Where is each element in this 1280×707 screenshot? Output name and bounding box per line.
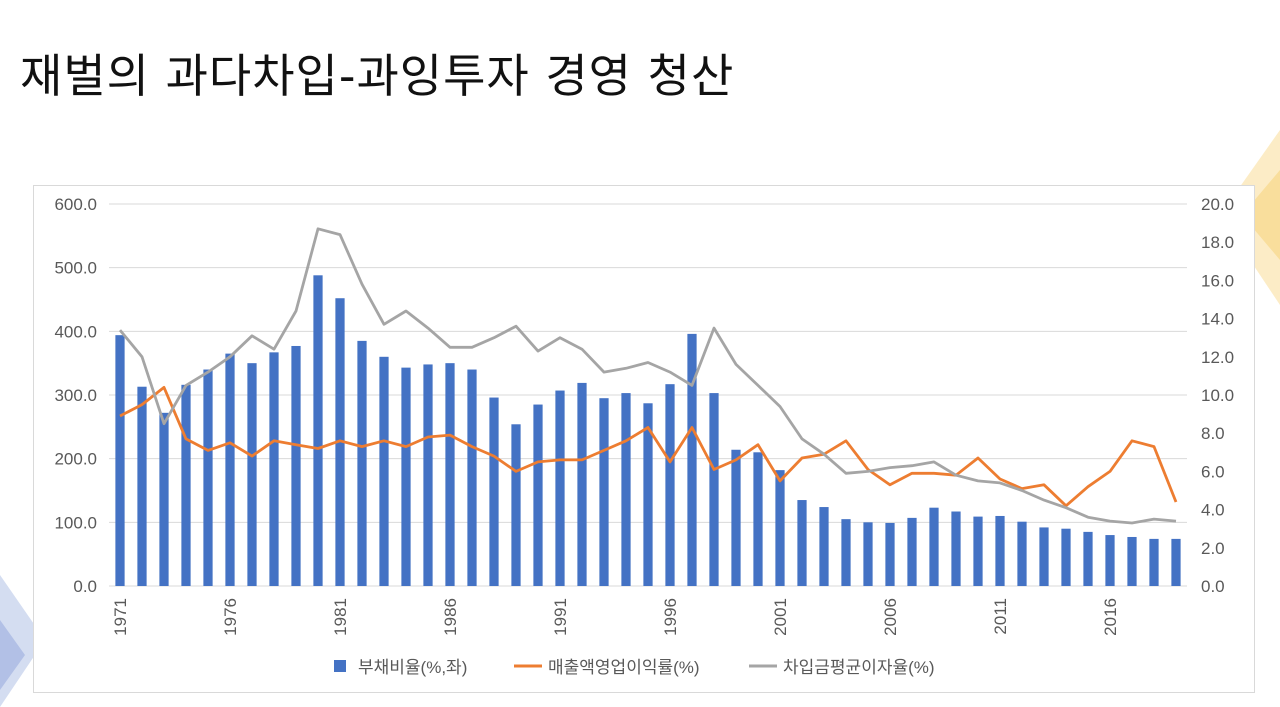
bar: [841, 519, 851, 586]
bar: [555, 390, 565, 586]
bar: [753, 452, 763, 586]
y-right-tick-label: 12.0: [1201, 348, 1234, 367]
y-right-tick-label: 10.0: [1201, 386, 1234, 405]
legend-label: 차입금평균이자율(%): [783, 658, 935, 677]
x-tick-label: 1971: [111, 598, 130, 636]
bar: [951, 511, 961, 586]
bar: [643, 403, 653, 586]
bar: [995, 515, 1005, 586]
bar: [709, 393, 719, 586]
bar: [599, 398, 609, 586]
bar: [819, 507, 829, 586]
bar: [1083, 531, 1093, 586]
bar: [159, 412, 169, 586]
bar: [1061, 528, 1071, 586]
bar: [1149, 538, 1159, 586]
y-right-tick-label: 14.0: [1201, 310, 1234, 329]
y-left-tick-label: 200.0: [54, 450, 97, 469]
x-tick-label: 1996: [661, 598, 680, 636]
bar: [731, 449, 741, 586]
y-left-tick-label: 600.0: [54, 195, 97, 214]
x-tick-label: 2001: [771, 598, 790, 636]
y-left-tick-label: 400.0: [54, 322, 97, 341]
bar: [687, 333, 697, 586]
y-left-tick-label: 300.0: [54, 386, 97, 405]
legend-label: 부채비율(%,좌): [358, 658, 467, 677]
bar: [115, 335, 125, 586]
bar: [137, 386, 147, 586]
bar: [621, 393, 631, 586]
bar: [1171, 538, 1181, 586]
x-tick-label: 1981: [331, 598, 350, 636]
bar: [291, 345, 301, 586]
legend-swatch-bar: [334, 660, 346, 672]
bar: [357, 340, 367, 586]
y-right-tick-label: 16.0: [1201, 271, 1234, 290]
bar: [665, 384, 675, 586]
bar: [533, 404, 543, 586]
bar: [863, 522, 873, 586]
bar: [247, 363, 257, 586]
x-tick-label: 2006: [881, 598, 900, 636]
bar: [181, 384, 191, 586]
deco-left-shape: [0, 575, 45, 707]
series-line-operating-margin: [119, 385, 1178, 508]
y-right-tick-label: 8.0: [1201, 424, 1225, 443]
y-right-tick-label: 2.0: [1201, 539, 1225, 558]
legend-label: 매출액영업이익률(%): [548, 658, 700, 677]
bar: [269, 352, 279, 586]
bar: [929, 507, 939, 586]
bar: [973, 516, 983, 586]
bar: [203, 369, 213, 586]
bar: [885, 522, 895, 586]
chart-frame: 0.0 100.0 200.0 300.0 400.0 500.0 600.0 0.0 2.0 4…: [33, 185, 1255, 693]
bar: [775, 470, 785, 586]
bar: [489, 397, 499, 586]
bar: [1039, 527, 1049, 586]
y-left-tick-label: 0.0: [73, 577, 97, 596]
bar: [313, 275, 323, 586]
x-tick-label: 1976: [221, 598, 240, 636]
bar: [577, 382, 587, 586]
bar: [1017, 521, 1027, 586]
chart-svg: 0.0 100.0 200.0 300.0 400.0 500.0 600.0 0.0 2.0 4…: [54, 195, 1234, 677]
y-right-tick-label: 6.0: [1201, 462, 1225, 481]
bar: [1105, 535, 1115, 586]
x-tick-label: 1986: [441, 598, 460, 636]
bar: [401, 367, 411, 586]
bar: [511, 424, 521, 586]
x-tick-label: 2011: [991, 598, 1010, 635]
y-right-tick-label: 18.0: [1201, 233, 1234, 252]
y-right-tick-label: 4.0: [1201, 501, 1225, 520]
x-tick-label: 2016: [1101, 598, 1120, 636]
bar: [225, 353, 235, 586]
y-right-tick-label: 0.0: [1201, 577, 1225, 596]
y-left-tick-label: 500.0: [54, 259, 97, 278]
slide-title: 재벌의 과다차입-과잉투자 경영 청산: [20, 49, 735, 103]
y-left-tick-label: 100.0: [54, 513, 97, 532]
series-line-interest-rate: [118, 227, 1177, 525]
y-right-tick-label: 20.0: [1201, 195, 1234, 214]
bar: [467, 369, 477, 586]
bar: [797, 500, 807, 586]
bar: [1127, 536, 1137, 586]
bar: [445, 363, 455, 586]
x-tick-label: 1991: [551, 598, 570, 636]
bar: [423, 364, 433, 586]
bar: [379, 356, 389, 586]
bar: [907, 517, 917, 586]
